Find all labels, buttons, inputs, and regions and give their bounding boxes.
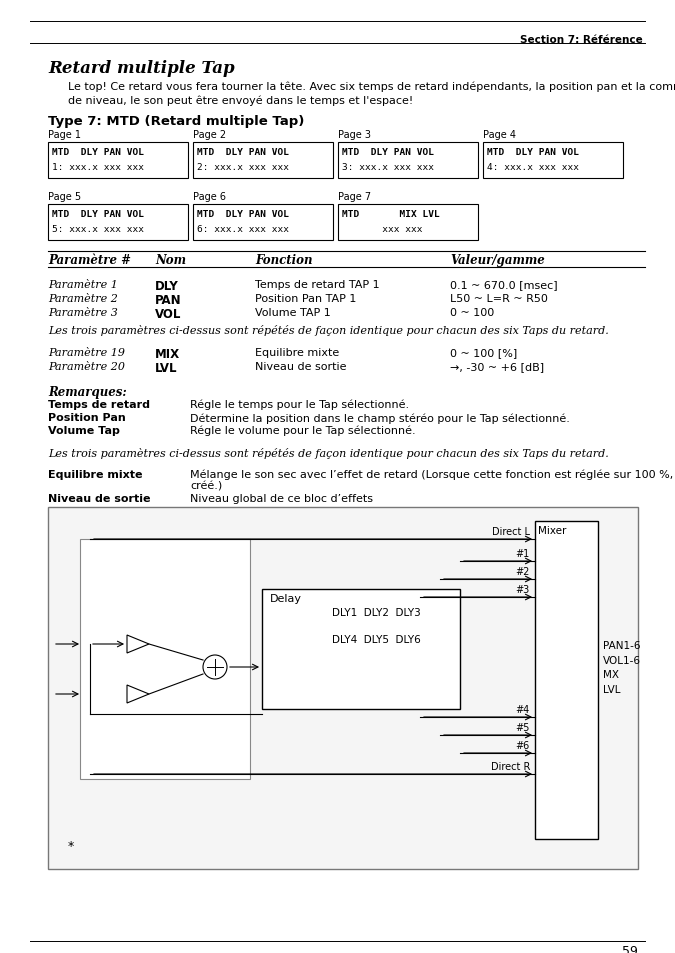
Text: 59: 59 (622, 944, 638, 953)
Text: Direct R: Direct R (491, 761, 530, 771)
Text: #3: #3 (516, 584, 530, 595)
Text: MTD  DLY PAN VOL: MTD DLY PAN VOL (52, 148, 144, 157)
Text: 6: xxx.x xxx xxx: 6: xxx.x xxx xxx (197, 225, 289, 233)
Text: Paramètre 1: Paramètre 1 (48, 280, 118, 290)
Text: LVL: LVL (155, 361, 178, 375)
Text: #4: #4 (516, 704, 530, 714)
Text: xxx xxx: xxx xxx (342, 225, 423, 233)
Text: Niveau de sortie: Niveau de sortie (255, 361, 346, 372)
Text: Equilibre mixte: Equilibre mixte (48, 470, 142, 479)
Text: Mélange le son sec avec l’effet de retard (Lorsque cette fonction est réglée sur: Mélange le son sec avec l’effet de retar… (190, 470, 675, 480)
Text: *: * (68, 840, 74, 852)
Text: Temps de retard TAP 1: Temps de retard TAP 1 (255, 280, 379, 290)
Text: Régle le volume pour le Tap sélectionné.: Régle le volume pour le Tap sélectionné. (190, 426, 416, 436)
Text: Retard multiple Tap: Retard multiple Tap (48, 60, 235, 77)
Text: VOL: VOL (155, 308, 182, 320)
Text: Paramètre 19: Paramètre 19 (48, 348, 125, 357)
Text: Le top! Ce retard vous fera tourner la tête. Avec six temps de retard indépendan: Le top! Ce retard vous fera tourner la t… (68, 82, 675, 92)
Bar (48, 507, 638, 869)
Text: créé.): créé.) (190, 481, 222, 492)
Text: Valeur/gamme: Valeur/gamme (450, 253, 545, 267)
Text: Type 7: MTD (Retard multiple Tap): Type 7: MTD (Retard multiple Tap) (48, 115, 304, 128)
Bar (262, 589, 460, 709)
Text: Volume Tap: Volume Tap (48, 426, 120, 436)
Text: PAN1-6
VOL1-6
MX
LVL: PAN1-6 VOL1-6 MX LVL (603, 640, 641, 695)
Text: MIX: MIX (155, 348, 180, 360)
Text: 4: xxx.x xxx xxx: 4: xxx.x xxx xxx (487, 163, 579, 172)
Text: Temps de retard: Temps de retard (48, 399, 150, 410)
Bar (338, 143, 478, 179)
Text: Volume TAP 1: Volume TAP 1 (255, 308, 331, 317)
Text: Les trois paramètres ci-dessus sont répétés de façon identique pour chacun des s: Les trois paramètres ci-dessus sont répé… (48, 325, 609, 335)
Text: #6: #6 (516, 740, 530, 750)
Bar (48, 205, 188, 241)
Text: MTD       MIX LVL: MTD MIX LVL (342, 210, 439, 219)
Text: DLY1  DLY2  DLY3: DLY1 DLY2 DLY3 (332, 607, 421, 618)
Text: 2: xxx.x xxx xxx: 2: xxx.x xxx xxx (197, 163, 289, 172)
Text: MTD  DLY PAN VOL: MTD DLY PAN VOL (52, 210, 144, 219)
Bar (338, 205, 478, 241)
Text: #1: #1 (516, 548, 530, 558)
Text: 0 ~ 100: 0 ~ 100 (450, 308, 494, 317)
Text: Paramètre 20: Paramètre 20 (48, 361, 125, 372)
Text: Page 1: Page 1 (48, 130, 81, 140)
Text: L50 ~ L=R ~ R50: L50 ~ L=R ~ R50 (450, 294, 548, 304)
Text: Delay: Delay (270, 594, 302, 603)
Text: PAN: PAN (155, 294, 182, 307)
Text: 5: xxx.x xxx xxx: 5: xxx.x xxx xxx (52, 225, 144, 233)
Bar (193, 143, 333, 179)
Text: Détermine la position dans le champ stéréo pour le Tap sélectionné.: Détermine la position dans le champ stér… (190, 413, 570, 423)
Text: Page 7: Page 7 (338, 192, 371, 202)
Text: DLY: DLY (155, 280, 179, 293)
Text: Position Pan TAP 1: Position Pan TAP 1 (255, 294, 356, 304)
Text: Paramètre 3: Paramètre 3 (48, 308, 118, 317)
Text: Mixer: Mixer (538, 525, 566, 536)
Text: DLY4  DLY5  DLY6: DLY4 DLY5 DLY6 (332, 635, 421, 644)
Text: Section 7: Référence: Section 7: Référence (520, 35, 643, 45)
Text: Page 4: Page 4 (483, 130, 516, 140)
Bar (80, 539, 250, 780)
Text: Page 3: Page 3 (338, 130, 371, 140)
Text: Page 6: Page 6 (193, 192, 226, 202)
Text: #5: #5 (516, 722, 530, 732)
Text: Les trois paramètres ci-dessus sont répétés de façon identique pour chacun des s: Les trois paramètres ci-dessus sont répé… (48, 448, 609, 458)
Text: 1: xxx.x xxx xxx: 1: xxx.x xxx xxx (52, 163, 144, 172)
Text: Equilibre mixte: Equilibre mixte (255, 348, 340, 357)
Text: MTD  DLY PAN VOL: MTD DLY PAN VOL (197, 210, 289, 219)
Text: →, -30 ~ +6 [dB]: →, -30 ~ +6 [dB] (450, 361, 544, 372)
Bar (483, 143, 623, 179)
Text: MTD  DLY PAN VOL: MTD DLY PAN VOL (197, 148, 289, 157)
Bar (193, 205, 333, 241)
Text: Fonction: Fonction (255, 253, 313, 267)
Text: Position Pan: Position Pan (48, 413, 126, 422)
Bar (48, 143, 188, 179)
Text: 0.1 ~ 670.0 [msec]: 0.1 ~ 670.0 [msec] (450, 280, 558, 290)
Text: Paramètre #: Paramètre # (48, 253, 131, 267)
Text: de niveau, le son peut être envoyé dans le temps et l'espace!: de niveau, le son peut être envoyé dans … (68, 95, 413, 106)
Text: Régle le temps pour le Tap sélectionné.: Régle le temps pour le Tap sélectionné. (190, 399, 409, 410)
Text: Paramètre 2: Paramètre 2 (48, 294, 118, 304)
Text: Nom: Nom (155, 253, 186, 267)
Text: Page 2: Page 2 (193, 130, 226, 140)
Text: #2: #2 (516, 566, 530, 577)
Text: MTD  DLY PAN VOL: MTD DLY PAN VOL (487, 148, 579, 157)
Text: Remarques:: Remarques: (48, 386, 127, 398)
Text: 0 ~ 100 [%]: 0 ~ 100 [%] (450, 348, 517, 357)
Text: Niveau global de ce bloc d’effets: Niveau global de ce bloc d’effets (190, 494, 373, 503)
Text: Direct L: Direct L (492, 526, 530, 537)
Text: Page 5: Page 5 (48, 192, 81, 202)
Bar (535, 521, 598, 840)
Text: MTD  DLY PAN VOL: MTD DLY PAN VOL (342, 148, 434, 157)
Text: Niveau de sortie: Niveau de sortie (48, 494, 151, 503)
Text: 3: xxx.x xxx xxx: 3: xxx.x xxx xxx (342, 163, 434, 172)
